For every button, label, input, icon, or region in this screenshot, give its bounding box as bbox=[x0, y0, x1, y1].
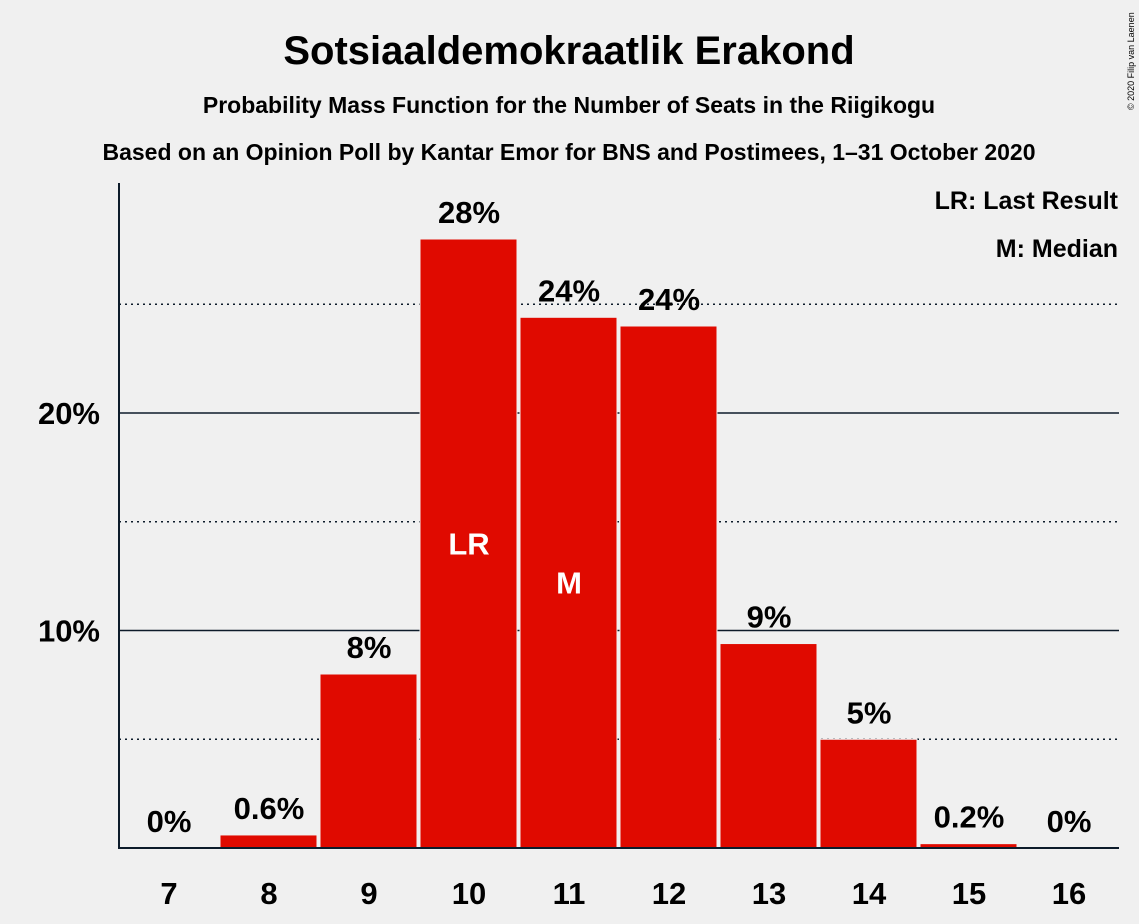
axes bbox=[118, 183, 1119, 849]
value-label: 0% bbox=[147, 804, 192, 839]
bar bbox=[419, 238, 518, 849]
value-label: 9% bbox=[747, 600, 792, 635]
x-tick-label: 7 bbox=[160, 876, 177, 911]
bar bbox=[219, 834, 318, 849]
x-tick-label: 15 bbox=[952, 876, 986, 911]
value-label: 8% bbox=[347, 630, 392, 665]
x-tick-label: 16 bbox=[1052, 876, 1086, 911]
chart-subtitle-source: Based on an Opinion Poll by Kantar Emor … bbox=[102, 139, 1035, 165]
bar bbox=[319, 673, 418, 849]
copyright-note: © 2020 Filip van Laenen bbox=[1126, 12, 1136, 110]
value-label: 0.6% bbox=[234, 791, 305, 826]
bar-marker-label: LR bbox=[448, 527, 489, 562]
y-tick-label: 10% bbox=[38, 614, 100, 649]
bar bbox=[719, 643, 818, 849]
x-tick-label: 11 bbox=[553, 876, 586, 911]
bars bbox=[219, 238, 1018, 849]
legend-median: M: Median bbox=[996, 235, 1118, 263]
bar bbox=[619, 325, 718, 849]
value-label: 24% bbox=[538, 273, 600, 308]
legend-last-result: LR: Last Result bbox=[935, 187, 1119, 215]
labels: 0% 7 0.6% 8 8% 9 28% 10 LR 24% 11 M 24% 12 9% 13 5% 14 0.2… bbox=[38, 195, 1091, 911]
bar bbox=[519, 316, 618, 849]
x-tick-label: 8 bbox=[260, 876, 277, 911]
x-tick-label: 10 bbox=[452, 876, 486, 911]
value-label: 5% bbox=[847, 695, 892, 730]
value-label: 28% bbox=[438, 195, 500, 230]
x-tick-label: 13 bbox=[752, 876, 786, 911]
gridlines bbox=[119, 303, 1119, 741]
bar-marker-label: M bbox=[556, 566, 582, 601]
chart-subtitle: Probability Mass Function for the Number… bbox=[203, 92, 935, 118]
x-tick-label: 9 bbox=[360, 876, 377, 911]
chart-title: Sotsiaaldemokraatlik Erakond bbox=[283, 29, 854, 73]
x-tick-label: 14 bbox=[852, 876, 887, 911]
value-label: 0.2% bbox=[934, 800, 1005, 835]
value-label: 0% bbox=[1047, 804, 1092, 839]
x-tick-label: 12 bbox=[652, 876, 686, 911]
bar bbox=[819, 738, 918, 849]
y-tick-label: 20% bbox=[38, 396, 100, 431]
value-label: 24% bbox=[638, 282, 700, 317]
